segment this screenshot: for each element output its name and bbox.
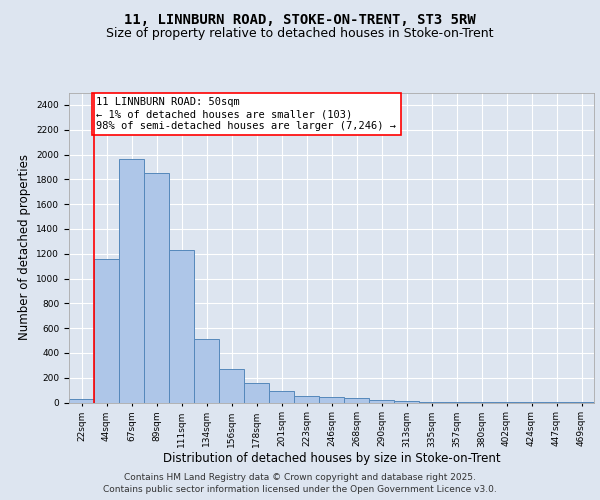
Bar bbox=[369, 400, 394, 402]
Bar bbox=[144, 173, 169, 402]
Bar bbox=[194, 338, 219, 402]
Text: 11 LINNBURN ROAD: 50sqm
← 1% of detached houses are smaller (103)
98% of semi-de: 11 LINNBURN ROAD: 50sqm ← 1% of detached… bbox=[97, 98, 397, 130]
Bar bbox=[394, 400, 419, 402]
Text: 11, LINNBURN ROAD, STOKE-ON-TRENT, ST3 5RW: 11, LINNBURN ROAD, STOKE-ON-TRENT, ST3 5… bbox=[124, 12, 476, 26]
Bar bbox=[319, 398, 344, 402]
Text: Contains public sector information licensed under the Open Government Licence v3: Contains public sector information licen… bbox=[103, 485, 497, 494]
Bar bbox=[294, 396, 319, 402]
Y-axis label: Number of detached properties: Number of detached properties bbox=[18, 154, 31, 340]
Bar bbox=[169, 250, 194, 402]
Bar bbox=[94, 258, 119, 402]
X-axis label: Distribution of detached houses by size in Stoke-on-Trent: Distribution of detached houses by size … bbox=[163, 452, 500, 465]
Text: Size of property relative to detached houses in Stoke-on-Trent: Size of property relative to detached ho… bbox=[106, 28, 494, 40]
Text: Contains HM Land Registry data © Crown copyright and database right 2025.: Contains HM Land Registry data © Crown c… bbox=[124, 472, 476, 482]
Bar bbox=[244, 384, 269, 402]
Bar bbox=[69, 399, 94, 402]
Bar bbox=[344, 398, 369, 402]
Bar bbox=[269, 392, 294, 402]
Bar bbox=[219, 369, 244, 402]
Bar bbox=[119, 160, 144, 402]
